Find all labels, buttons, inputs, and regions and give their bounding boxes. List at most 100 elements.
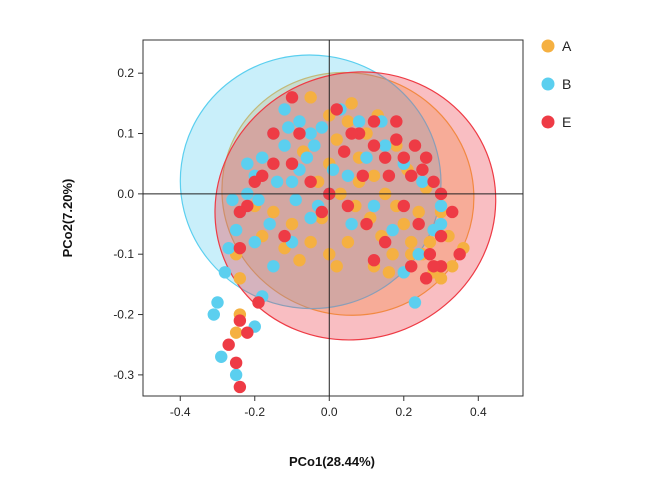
point-e xyxy=(408,139,422,152)
point-a xyxy=(330,260,343,273)
point-a xyxy=(304,91,317,104)
point-e xyxy=(390,133,403,146)
data-points xyxy=(207,91,470,394)
point-e xyxy=(367,139,381,152)
point-e xyxy=(285,157,299,170)
legend: A B E xyxy=(541,38,572,130)
point-e xyxy=(397,151,410,164)
point-a xyxy=(285,217,299,231)
x-tick-label: -0.4 xyxy=(170,405,191,419)
point-b xyxy=(248,235,261,249)
point-b xyxy=(282,121,295,134)
point-b xyxy=(229,223,243,237)
point-e xyxy=(278,229,291,243)
point-b xyxy=(211,296,224,309)
legend-label-a: A xyxy=(562,38,572,54)
point-e xyxy=(330,103,343,116)
x-tick-label: 0.4 xyxy=(470,405,487,419)
point-e xyxy=(304,175,317,188)
point-b xyxy=(308,139,321,152)
point-b xyxy=(289,193,302,207)
point-e xyxy=(378,235,392,249)
point-a xyxy=(434,272,448,285)
point-b xyxy=(315,121,329,134)
point-e xyxy=(434,229,448,243)
point-b xyxy=(300,151,314,164)
point-e xyxy=(233,314,247,327)
y-tick-label: 0.0 xyxy=(117,187,134,201)
point-b xyxy=(304,211,317,225)
point-e xyxy=(405,169,418,182)
point-a xyxy=(405,235,418,249)
point-b xyxy=(270,175,284,188)
point-e xyxy=(423,248,437,261)
point-e xyxy=(453,248,466,261)
point-b xyxy=(326,163,340,176)
legend-label-e: E xyxy=(562,114,571,130)
point-b xyxy=(345,217,358,231)
point-a xyxy=(229,326,243,339)
y-tick-label: 0.1 xyxy=(117,127,134,141)
point-a xyxy=(446,260,459,273)
point-a xyxy=(412,205,425,219)
y-tick-label: -0.2 xyxy=(113,308,134,322)
y-tick-label: -0.3 xyxy=(113,368,134,382)
point-b xyxy=(278,103,291,116)
point-e xyxy=(378,151,392,164)
point-b xyxy=(408,296,422,309)
point-e xyxy=(367,254,381,267)
point-b xyxy=(360,151,373,164)
point-b xyxy=(434,199,448,213)
point-b xyxy=(218,266,232,279)
point-e xyxy=(345,127,358,140)
point-b xyxy=(304,127,317,140)
point-e xyxy=(397,199,410,213)
point-b xyxy=(215,350,228,363)
point-b xyxy=(241,157,254,170)
point-b xyxy=(341,169,355,182)
point-e xyxy=(446,205,459,219)
point-e xyxy=(267,127,280,140)
point-e xyxy=(405,260,418,273)
point-e xyxy=(233,380,247,394)
plot-frame xyxy=(142,39,524,397)
point-e xyxy=(412,217,425,231)
point-b xyxy=(293,115,306,128)
point-a xyxy=(267,205,280,219)
point-b xyxy=(256,151,269,164)
point-a xyxy=(397,217,410,231)
point-e xyxy=(241,326,254,339)
point-e xyxy=(252,296,265,309)
point-b xyxy=(267,260,280,273)
point-e xyxy=(248,175,261,188)
x-tick-label: -0.2 xyxy=(244,405,265,419)
point-a xyxy=(423,235,437,249)
point-b xyxy=(229,368,243,382)
point-a xyxy=(341,115,355,128)
point-e xyxy=(427,175,440,188)
legend-label-b: B xyxy=(562,76,571,92)
point-e xyxy=(222,338,235,351)
point-b xyxy=(352,115,366,128)
point-e xyxy=(229,356,243,370)
point-b xyxy=(416,175,429,188)
point-b xyxy=(412,248,425,261)
point-b xyxy=(367,199,381,213)
y-tick-label: -0.1 xyxy=(113,247,134,261)
x-tick-label: 0.0 xyxy=(321,405,338,419)
point-b xyxy=(263,217,276,231)
axis-ticks: -0.4 -0.2 0.0 0.2 0.4 0.2 0.1 0.0 -0.1 -0.2 -0.3 xyxy=(113,66,487,419)
point-e xyxy=(382,169,396,182)
point-b xyxy=(386,223,399,237)
point-a xyxy=(233,272,247,285)
point-e xyxy=(233,205,247,219)
point-e xyxy=(367,115,381,128)
point-a xyxy=(386,248,399,261)
point-e xyxy=(341,199,355,213)
x-axis-title: PCo1(28.44%) xyxy=(289,454,375,469)
point-e xyxy=(356,169,370,182)
point-e xyxy=(293,127,306,140)
y-tick-label: 0.2 xyxy=(117,66,134,80)
point-e xyxy=(233,241,247,255)
